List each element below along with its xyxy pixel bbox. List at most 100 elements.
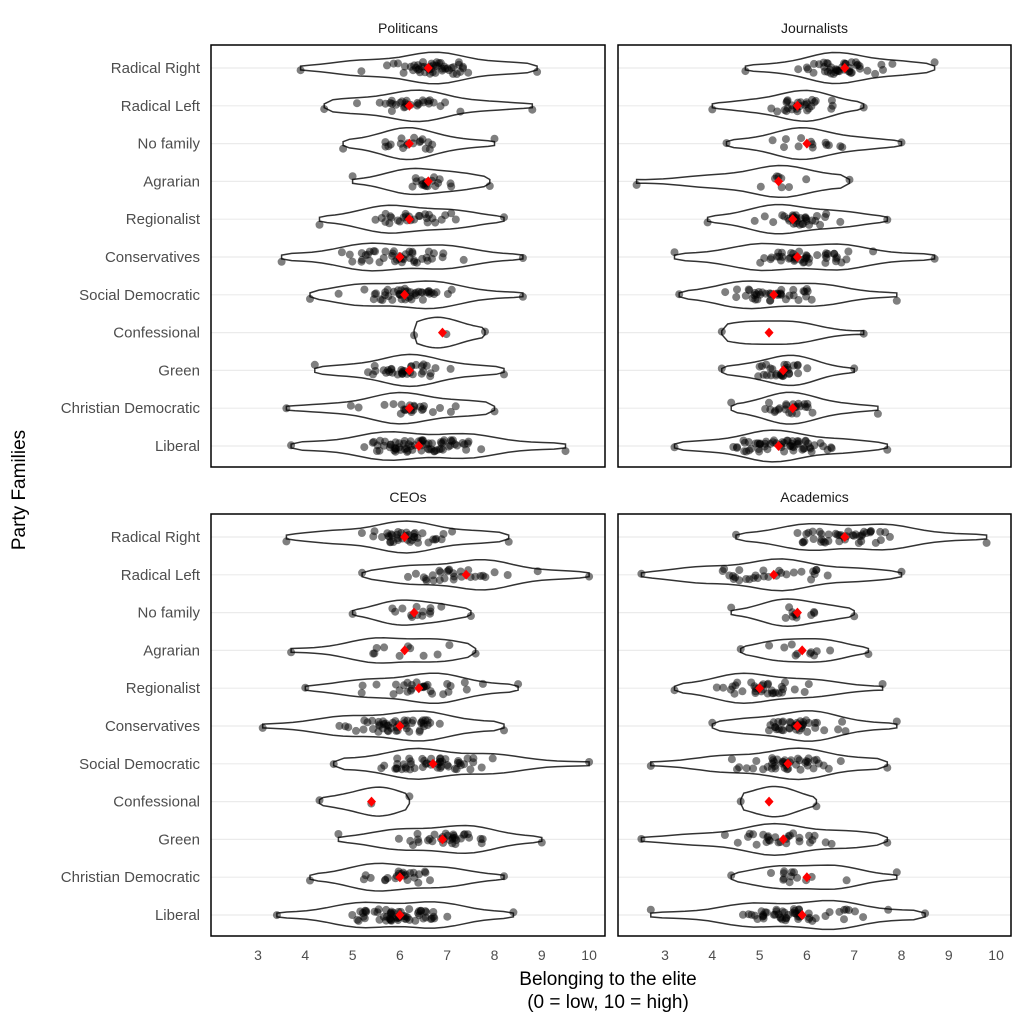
data-point <box>789 829 798 838</box>
data-point <box>752 757 761 765</box>
mean-marker <box>769 569 779 580</box>
mean-marker <box>400 645 410 656</box>
data-point <box>258 723 267 732</box>
data-point <box>876 527 885 536</box>
data-point <box>397 368 406 377</box>
data-point <box>838 717 847 726</box>
category-label: Liberal <box>155 907 200 924</box>
category-label: Radical Left <box>121 567 201 584</box>
data-point <box>372 680 381 689</box>
data-point <box>759 566 768 575</box>
data-point <box>735 566 744 575</box>
data-point <box>416 402 425 411</box>
data-point <box>840 905 849 914</box>
data-point <box>388 531 397 540</box>
data-point <box>637 835 646 843</box>
data-point <box>871 69 880 78</box>
data-point <box>446 682 455 690</box>
data-point <box>388 604 397 613</box>
data-point <box>844 247 853 256</box>
data-point <box>820 726 829 735</box>
data-point <box>773 107 782 116</box>
x-axis-title-line2: (0 = low, 10 = high) <box>527 992 689 1013</box>
data-point <box>785 183 793 192</box>
data-point <box>670 248 679 257</box>
x-tick-label: 6 <box>396 947 404 963</box>
x-axis-title: Belonging to the elite <box>519 969 696 990</box>
data-point <box>369 725 377 733</box>
data-point <box>435 719 444 728</box>
data-point <box>585 572 594 581</box>
data-point <box>719 683 728 692</box>
data-point <box>726 685 735 694</box>
data-point <box>794 65 803 74</box>
data-point <box>460 678 469 687</box>
data-point <box>774 248 783 257</box>
data-point <box>398 604 407 613</box>
data-point <box>834 725 843 734</box>
data-point <box>329 760 338 769</box>
data-point <box>419 360 428 369</box>
data-point <box>432 446 441 455</box>
data-point <box>500 213 508 222</box>
data-point <box>310 360 319 369</box>
data-point <box>876 536 885 545</box>
data-point <box>451 215 460 224</box>
data-point <box>764 836 773 845</box>
data-point <box>428 140 437 149</box>
data-point <box>407 295 416 304</box>
data-point <box>749 574 758 582</box>
data-point <box>415 727 424 736</box>
data-point <box>387 107 396 115</box>
data-point <box>383 874 392 882</box>
data-point <box>765 398 773 407</box>
mean-marker <box>774 441 784 451</box>
data-point <box>836 142 845 151</box>
data-point <box>883 838 892 847</box>
data-point <box>282 537 291 546</box>
data-point <box>772 725 781 734</box>
data-point <box>417 719 426 728</box>
panel-title: Academics <box>780 489 848 505</box>
data-point <box>883 215 892 224</box>
data-point <box>396 139 405 148</box>
data-point <box>718 567 727 575</box>
mean-marker <box>797 910 807 920</box>
data-point <box>733 443 741 452</box>
x-tick-label: 5 <box>349 947 357 963</box>
category-label: Confessional <box>113 794 200 811</box>
mean-marker <box>404 403 414 414</box>
data-point <box>287 648 296 657</box>
data-point <box>883 763 892 772</box>
data-point <box>803 403 812 412</box>
data-point <box>453 441 462 450</box>
mean-marker <box>414 683 424 694</box>
data-point <box>451 840 460 849</box>
data-point <box>362 907 371 915</box>
data-point <box>763 680 772 689</box>
data-point <box>787 872 795 881</box>
data-point <box>798 220 807 228</box>
data-point <box>344 723 353 732</box>
data-point <box>392 680 400 689</box>
data-point <box>754 372 763 381</box>
mean-marker <box>792 252 802 262</box>
category-label: Liberal <box>155 438 200 455</box>
data-point <box>813 251 822 260</box>
data-point <box>884 905 893 914</box>
data-point <box>760 572 768 581</box>
data-point <box>752 840 761 849</box>
violin-confessional <box>739 785 818 818</box>
data-point <box>794 439 803 448</box>
data-point <box>466 612 475 620</box>
data-point <box>749 830 758 839</box>
category-label: Regionalist <box>126 211 201 228</box>
x-tick-label: 10 <box>988 947 1004 963</box>
mean-marker <box>792 100 802 111</box>
data-point <box>418 254 427 263</box>
data-point <box>777 285 786 294</box>
data-point <box>409 841 417 850</box>
category-label: Social Democratic <box>79 756 200 773</box>
data-point <box>803 364 812 373</box>
data-point <box>370 907 379 916</box>
